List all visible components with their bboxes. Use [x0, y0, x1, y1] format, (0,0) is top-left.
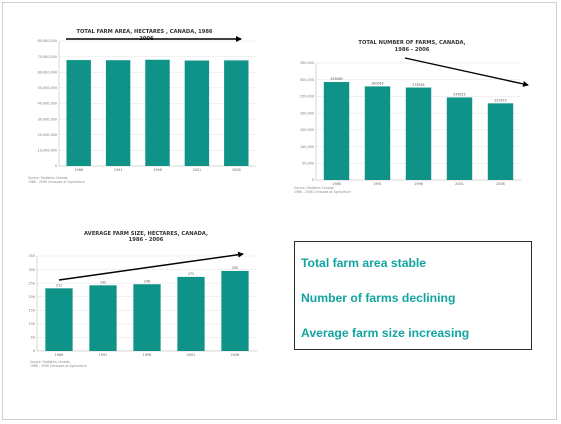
y-tick-label: 80,000,000 [38, 39, 57, 43]
data-label: 231 [56, 284, 62, 288]
x-tick-label: 1986 [332, 182, 341, 186]
data-label: 242 [100, 281, 106, 285]
data-label: 293089 [330, 77, 342, 81]
y-tick-label: 50,000 [302, 161, 314, 165]
bar-1986 [66, 60, 91, 166]
chart-title-line: AVERAGE FARM SIZE, HECTARES, CANADA, [84, 231, 208, 237]
data-label: 280043 [371, 82, 383, 86]
summary-farm-area-stable: Total farm area stable [301, 256, 427, 270]
chart-title-line: 1986 - 2006 [129, 237, 164, 243]
x-tick-label: 2006 [231, 353, 240, 357]
x-tick-label: 1991 [373, 182, 382, 186]
x-tick-label: 1991 [114, 168, 123, 172]
x-tick-label: 2001 [187, 353, 196, 357]
source-note: Source: Statistics Canada [294, 186, 334, 190]
chart-total-farm-area-svg: TOTAL FARM AREA, HECTARES , CANADA, 1986… [28, 29, 256, 184]
y-tick-label: 50 [31, 336, 35, 340]
summary-box: Total farm area stable Number of farms d… [294, 241, 532, 350]
y-tick-label: 10,000,000 [38, 149, 57, 153]
y-tick-label: 300,000 [300, 78, 314, 82]
bar-2001 [184, 60, 210, 166]
bar-2001 [446, 97, 473, 180]
bar-2001 [177, 276, 205, 351]
y-tick-label: 0 [33, 349, 35, 353]
bar-1991 [89, 285, 117, 351]
slide: TOTAL FARM AREA, HECTARES , CANADA, 1986… [2, 2, 557, 420]
bar-1986 [45, 288, 73, 351]
y-tick-label: 0 [312, 178, 314, 182]
chart-total-number-of-farms-svg: TOTAL NUMBER OF FARMS, CANADA,1986 - 200… [294, 40, 529, 194]
y-tick-label: 40,000,000 [38, 102, 57, 106]
x-tick-label: 2006 [232, 168, 241, 172]
y-tick-label: 150,000 [300, 128, 314, 132]
y-tick-label: 350 [29, 254, 35, 258]
chart-average-farm-size-svg: AVERAGE FARM SIZE, HECTARES, CANADA,1986… [29, 231, 257, 368]
bar-1996 [405, 87, 432, 180]
x-tick-label: 2006 [496, 182, 505, 186]
y-tick-label: 250,000 [300, 95, 314, 99]
bar-1986 [323, 82, 350, 180]
x-tick-label: 1986 [55, 353, 64, 357]
y-tick-label: 300 [29, 268, 35, 272]
summary-farm-size-increasing: Average farm size increasing [301, 326, 470, 340]
y-tick-label: 100,000 [300, 145, 314, 149]
chart-title-line: 1986 - 2006 [395, 47, 430, 53]
data-label: 276548 [412, 83, 424, 87]
y-tick-label: 0 [55, 164, 57, 168]
x-tick-label: 1996 [153, 168, 162, 172]
x-tick-label: 1991 [99, 353, 108, 357]
bar-1991 [364, 86, 391, 180]
source-note: Source: Statistics Canada [28, 176, 68, 180]
y-tick-label: 50,000,000 [38, 86, 57, 90]
chart-title-line: TOTAL FARM AREA, HECTARES , CANADA, 1986 [76, 29, 212, 35]
source-note: Source: Statistics Canada [30, 360, 70, 364]
x-tick-label: 2001 [193, 168, 202, 172]
data-label: 229373 [494, 99, 506, 103]
source-note: 1986 - 2006 Censuses of Agriculture [30, 364, 87, 368]
x-tick-label: 1996 [143, 353, 152, 357]
summary-farms-declining: Number of farms declining [301, 291, 456, 305]
y-tick-label: 100 [29, 322, 35, 326]
source-note: 1986 - 2006 Censuses of Agriculture [28, 180, 85, 184]
data-label: 246 [144, 279, 150, 283]
x-tick-label: 1996 [414, 182, 423, 186]
y-tick-label: 150 [29, 308, 35, 312]
y-tick-label: 70,000,000 [38, 55, 57, 59]
chart-title-line: TOTAL NUMBER OF FARMS, CANADA, [358, 40, 465, 46]
chart-total-number-of-farms: TOTAL NUMBER OF FARMS, CANADA, 1986 - 200… [292, 37, 532, 200]
chart-average-farm-size: AVERAGE FARM SIZE, HECTARES, CANADA, 1986… [28, 228, 264, 378]
chart-total-farm-area: TOTAL FARM AREA, HECTARES , CANADA, 1986… [26, 26, 263, 189]
trend-arrow-down [404, 57, 529, 87]
y-tick-label: 20,000,000 [38, 133, 57, 137]
y-tick-label: 200 [29, 295, 35, 299]
y-tick-label: 30,000,000 [38, 117, 57, 121]
bar-2006 [221, 270, 249, 351]
y-tick-label: 250 [29, 281, 35, 285]
x-tick-label: 1986 [74, 168, 83, 172]
y-tick-label: 200,000 [300, 111, 314, 115]
trend-arrow-up [58, 251, 244, 281]
bar-2006 [487, 103, 514, 180]
bar-1996 [145, 59, 170, 166]
x-tick-label: 2001 [455, 182, 464, 186]
data-label: 295 [232, 266, 238, 270]
y-tick-label: 350,000 [300, 61, 314, 65]
data-label: 246923 [453, 93, 465, 97]
source-note: 1986 - 2006 Censuses of Agriculture [294, 190, 351, 194]
bar-2006 [224, 60, 249, 166]
y-tick-label: 60,000,000 [38, 70, 57, 74]
bar-1991 [105, 60, 131, 166]
bar-1996 [133, 284, 161, 351]
data-label: 273 [188, 272, 194, 276]
